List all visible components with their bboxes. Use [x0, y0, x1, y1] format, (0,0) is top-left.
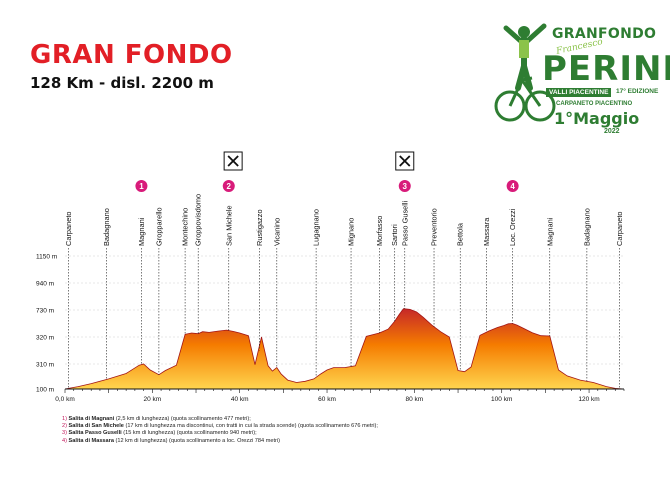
place-label: Magnani [545, 217, 554, 246]
logo-region: VALLI PIACENTINE [546, 88, 612, 97]
y-tick-label: 730 m [36, 308, 54, 315]
climb-number: 4 [510, 182, 515, 191]
place-label: San Michele [224, 205, 233, 246]
note-row: 2) Salita di San Michele (17 km di lungh… [62, 423, 378, 430]
y-tick-label: 940 m [36, 281, 54, 288]
place-label: Carpaneto [615, 211, 624, 246]
logo-start: CARPANETO PIACENTINO [556, 101, 633, 107]
climb-marker [222, 180, 235, 192]
place-label: Magnani [137, 217, 146, 246]
axes: 100 m 310 m 320 m 730 m 940 m 1150 m 0,0 km 20 … [36, 254, 625, 403]
climb-marker [135, 180, 148, 192]
event-logo: GRANFONDO Francesco PERINI VALLI PIACENT… [494, 18, 670, 136]
place-label: Lugagnano [312, 209, 321, 246]
climb-number: 1 [139, 182, 144, 191]
climb-number: 3 [403, 182, 408, 191]
place-label: Vicanino [272, 218, 281, 246]
place-label: Massara [482, 217, 491, 246]
place-label: Preventorio [430, 208, 439, 246]
place-label: Loc. Orezzi [508, 208, 517, 246]
logo-date: 1°Maggio [554, 109, 640, 128]
place-label: Sartori [390, 224, 399, 246]
x-tick-label: 100 km [491, 396, 512, 403]
note-row: 3) Salita Passo Guselli (15 km di lunghe… [62, 430, 257, 437]
refreshment-icon [223, 151, 243, 171]
note-row: 4) Salita di Massara (12 km di lunghezza… [62, 437, 280, 444]
place-label: Montechino [181, 208, 190, 246]
climb-notes: 1) Salita di Magnani (2,5 km di lunghezz… [62, 416, 378, 445]
place-label: Groppovisdomo [194, 194, 203, 246]
elevation-area [64, 308, 625, 390]
place-label: Badagnano [582, 208, 591, 246]
logo-name: PERINI [542, 49, 670, 89]
place-label: Gropparello [154, 207, 163, 246]
x-tick-label: 120 km [578, 396, 599, 403]
cyclist-icon [494, 23, 556, 122]
x-tick-label: 80 km [406, 396, 424, 403]
page-title: GRAN FONDO [30, 40, 233, 70]
climb-marker [398, 180, 411, 192]
refreshment-icon [395, 151, 415, 171]
place-label: Rustigazzo [255, 209, 264, 246]
place-label: Passo Guselli [400, 200, 409, 246]
climb-marker [506, 180, 519, 192]
x-tick-label: 20 km [143, 396, 161, 403]
y-tick-label: 320 m [36, 335, 54, 342]
profile-area [64, 308, 625, 390]
place-label: Carpaneto [64, 211, 73, 246]
logo-year: 2022 [604, 128, 620, 135]
x-tick-label: 60 km [318, 396, 336, 403]
place-label: Bettola [456, 222, 465, 246]
place-labels: Carpaneto Badagnano Magnani 1 Gropparello Mon… [64, 151, 624, 389]
note-row: 1) Salita di Magnani (2,5 km di lunghezz… [62, 416, 251, 422]
y-tick-label: 310 m [36, 362, 54, 369]
x-tick-label: 0,0 km [55, 396, 75, 403]
page-subtitle: 128 Km - disl. 2200 m [30, 74, 214, 92]
place-label: Morfasso [375, 216, 384, 246]
y-tick-label: 1150 m [36, 254, 57, 261]
climb-number: 2 [227, 182, 232, 191]
place-label: Badagnano [102, 208, 111, 246]
x-tick-label: 40 km [231, 396, 249, 403]
place-label: Mignano [347, 218, 356, 246]
y-tick-label: 100 m [36, 387, 54, 394]
logo-edition: 17° EDIZIONE [616, 88, 659, 95]
logo-brand: GRANFONDO [552, 26, 657, 42]
